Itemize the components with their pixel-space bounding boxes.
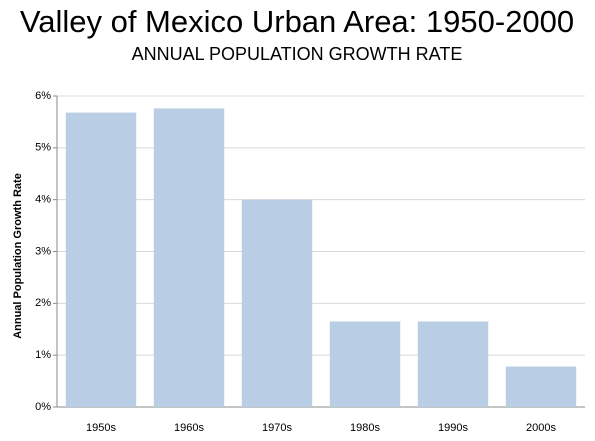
y-tick-label: 6% [35, 90, 51, 102]
x-tick-label: 1990s [438, 422, 468, 434]
y-tick-label: 0% [35, 401, 51, 413]
bar [153, 108, 225, 407]
y-tick-label: 5% [35, 142, 51, 154]
y-tick-label: 2% [35, 297, 51, 309]
x-tick-label: 1980s [350, 422, 380, 434]
y-tick-label: 1% [35, 349, 51, 361]
bar [417, 321, 489, 407]
bar [505, 366, 577, 407]
x-tick-label: 1950s [86, 422, 116, 434]
x-tick-label: 1970s [262, 422, 292, 434]
bar [65, 112, 137, 407]
chart-subtitle: ANNUAL POPULATION GROWTH RATE [132, 44, 463, 64]
bar [241, 199, 313, 407]
x-tick-label: 2000s [526, 422, 556, 434]
y-axis-label: Annual Population Growth Rate [12, 173, 24, 339]
chart-title: Valley of Mexico Urban Area: 1950-2000 [20, 4, 574, 39]
y-tick-label: 3% [35, 245, 51, 257]
bar [329, 321, 401, 407]
x-tick-label: 1960s [174, 422, 204, 434]
y-tick-label: 4% [35, 194, 51, 206]
